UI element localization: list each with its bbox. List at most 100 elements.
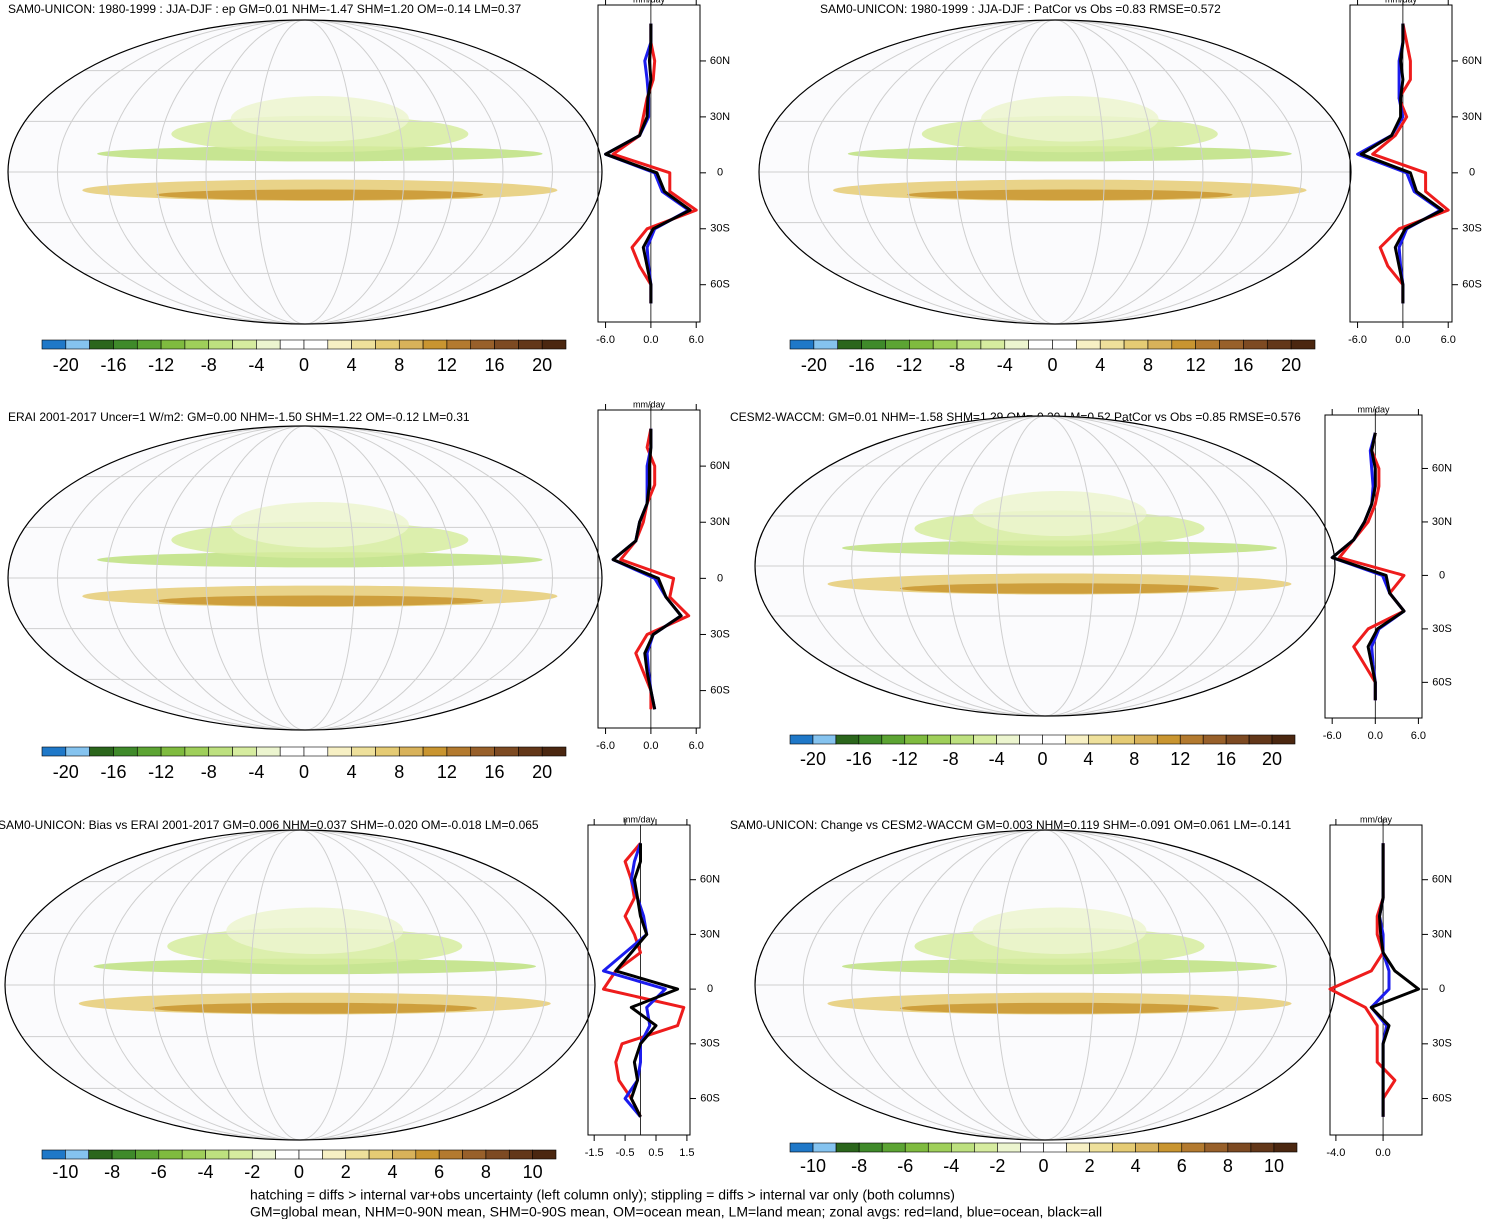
colorbar-swatch (956, 339, 982, 350)
unit-label: mm/day (1357, 404, 1390, 414)
y-tick-label: 30N (1462, 111, 1482, 123)
field-band (842, 540, 1277, 556)
colorbar-swatch (275, 1149, 300, 1160)
colorbar-label: 4 (347, 762, 357, 782)
panel-title: ERAI 2001-2017 Uncer=1 W/m2: GM=0.00 NHM… (8, 410, 470, 424)
colorbar-swatch (1225, 734, 1250, 745)
y-tick-label: 30S (700, 1038, 720, 1050)
colorbar-swatch (1179, 734, 1204, 745)
field-band (907, 189, 1233, 201)
colorbar-swatch (208, 339, 233, 350)
colorbar-swatch (532, 1149, 557, 1160)
colorbar-label: 0 (1038, 1156, 1048, 1176)
colorbar-swatch (881, 1142, 906, 1153)
colorbar-swatch (65, 1149, 90, 1160)
colorbar-swatch (113, 339, 138, 350)
colorbar-swatch (1250, 1142, 1275, 1153)
colorbar-label: 4 (347, 355, 357, 375)
colorbar-swatch (909, 339, 934, 350)
colorbar-swatch (997, 1142, 1021, 1153)
colorbar-label: -2 (989, 1156, 1005, 1176)
colorbar-swatch (89, 746, 114, 757)
colorbar-label: 20 (532, 762, 552, 782)
colorbar-label: -6 (151, 1162, 167, 1182)
colorbar-swatch (1266, 339, 1292, 350)
colorbar-label: -6 (897, 1156, 913, 1176)
unit-label: mm/day (1385, 0, 1418, 4)
colorbar-label: 16 (1233, 355, 1253, 375)
colorbar-label: 20 (1262, 749, 1282, 769)
colorbar-label: -8 (201, 355, 217, 375)
colorbar-swatch (345, 1149, 370, 1160)
colorbar-swatch (1088, 734, 1112, 745)
colorbar-swatch (398, 339, 424, 350)
colorbar-swatch (494, 746, 519, 757)
colorbar-label: 4 (387, 1162, 397, 1182)
colorbar-swatch (1099, 339, 1125, 350)
x-tick-label: -6.0 (596, 334, 615, 346)
colorbar-swatch (1052, 339, 1077, 350)
colorbar-label: -16 (849, 355, 875, 375)
colorbar-swatch (398, 746, 424, 757)
colorbar-swatch (446, 339, 472, 350)
colorbar-label: 16 (1216, 749, 1236, 769)
colorbar-label: -20 (53, 355, 79, 375)
field-band (97, 552, 543, 568)
colorbar-swatch (813, 339, 839, 350)
colorbar-swatch (858, 734, 883, 745)
panel-title: SAM0-UNICON: 1980-1999 : JJA-DJF : PatCo… (820, 2, 1221, 16)
colorbar-label: -10 (800, 1156, 826, 1176)
colorbar-swatch (837, 339, 862, 350)
map (8, 426, 602, 730)
colorbar-label: 8 (394, 355, 404, 375)
colorbar-swatch (996, 734, 1020, 745)
colorbar-swatch (835, 734, 860, 745)
y-tick-label: 30S (1432, 1038, 1452, 1050)
y-tick-label: 30S (710, 628, 730, 640)
colorbar-swatch (541, 746, 567, 757)
colorbar-swatch (861, 339, 886, 350)
colorbar-swatch (789, 1142, 814, 1153)
colorbar-swatch (65, 746, 90, 757)
colorbar-swatch (113, 746, 138, 757)
field-band (93, 958, 536, 975)
y-tick-label: 60S (1432, 676, 1452, 688)
colorbar-label: 4 (1083, 749, 1093, 769)
colorbar-label: -4 (248, 355, 264, 375)
colorbar-label: -10 (52, 1162, 78, 1182)
zonal-line (1371, 23, 1450, 304)
colorbar-swatch (927, 734, 951, 745)
zonal-frame (597, 409, 701, 729)
colorbar-swatch (835, 1142, 860, 1153)
colorbar-swatch (932, 339, 958, 350)
colorbar-swatch (789, 734, 814, 745)
x-tick-label: -0.5 (616, 1147, 635, 1159)
colorbar-swatch (1111, 734, 1135, 745)
colorbar-label: 20 (532, 355, 552, 375)
colorbar-swatch (303, 746, 329, 757)
colorbar-swatch (1156, 734, 1181, 745)
colorbar-label: -4 (248, 762, 264, 782)
x-tick-label: 0.0 (1375, 1147, 1390, 1159)
colorbar-label: -8 (104, 1162, 120, 1182)
colorbar-label: 8 (481, 1162, 491, 1182)
colorbar-label: -20 (801, 355, 827, 375)
colorbar-swatch (41, 339, 67, 350)
colorbar-swatch (228, 1149, 253, 1160)
field-band (230, 96, 409, 142)
colorbar-swatch (1219, 339, 1244, 350)
zonal-line (614, 843, 680, 1118)
y-tick-label: 60N (700, 874, 720, 886)
zonal-line (1369, 843, 1420, 1117)
colorbar-label: -4 (943, 1156, 959, 1176)
panel-title: SAM0-UNICON: Change vs CESM2-WACCM GM=0.… (730, 818, 1292, 832)
x-tick-label: 6.0 (689, 334, 704, 346)
unit-label: mm/day (633, 0, 666, 4)
colorbar-swatch (973, 734, 997, 745)
colorbar-swatch (208, 746, 233, 757)
colorbar-swatch (470, 339, 495, 350)
colorbar-swatch (232, 339, 257, 350)
field-band (900, 583, 1219, 594)
colorbar-swatch (205, 1149, 230, 1160)
colorbar-label: 20 (1281, 355, 1301, 375)
